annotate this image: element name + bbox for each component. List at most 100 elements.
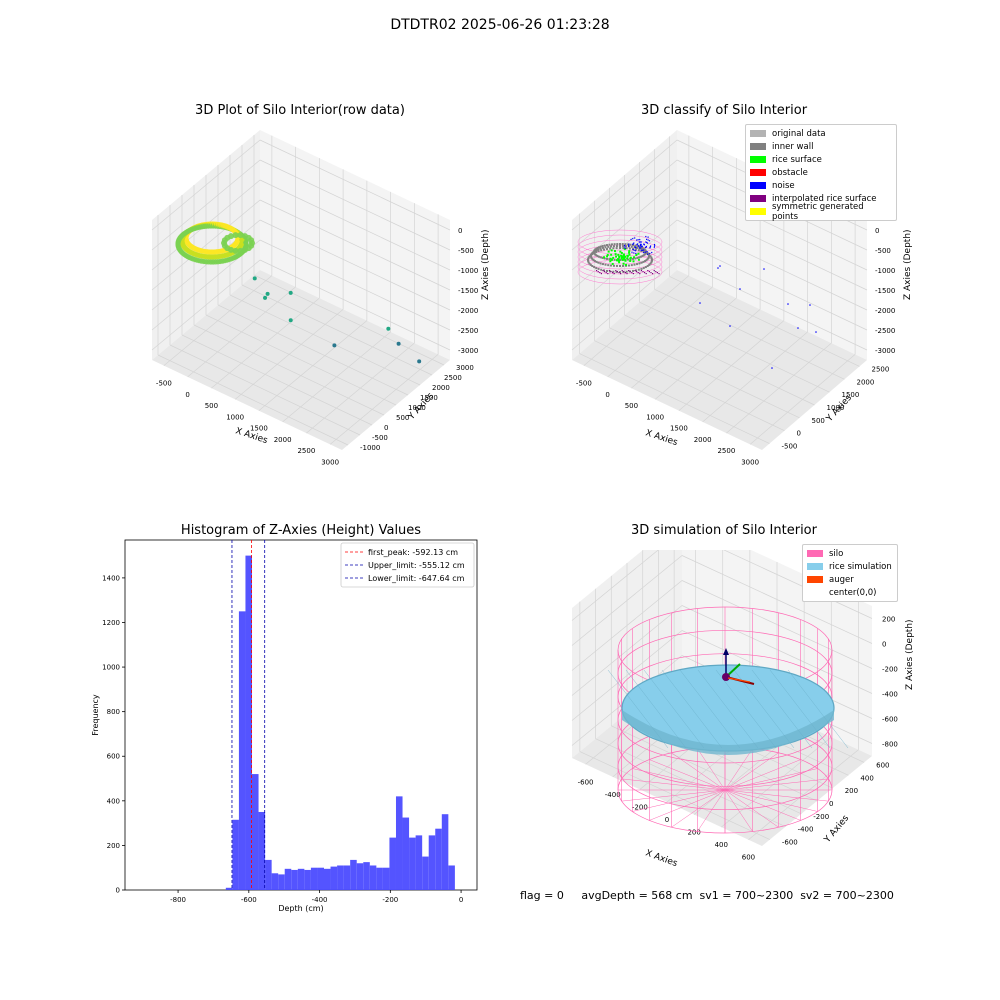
legend-label: center(0,0) [829, 587, 877, 598]
x-tick-label: 2000 [274, 436, 292, 444]
p1-points [175, 221, 422, 364]
inner-wall-point [636, 263, 639, 266]
x-tick-label: 400 [715, 841, 728, 849]
x-tick-label: 600 [742, 854, 755, 862]
noise-point [635, 247, 637, 249]
x-tick-label: 0 [185, 391, 189, 399]
legend-swatch [750, 195, 766, 202]
z-tick-label: -2000 [458, 307, 478, 315]
x-tick-label: 2500 [297, 447, 315, 455]
gridline [571, 580, 683, 671]
rice-surface-point [622, 253, 625, 256]
silo-floor-spoke [724, 768, 818, 791]
inner-wall-point [621, 243, 624, 246]
inner-wall-point [633, 263, 636, 266]
y-tick-label: 1400 [102, 574, 120, 582]
inner-wall-point [596, 247, 599, 249]
y-tick-label: 500 [812, 417, 825, 425]
noise-point [643, 243, 645, 245]
legend-swatch [807, 563, 823, 570]
legend-label: Lower_limit: -647.64 cm [368, 574, 465, 583]
rice-surface-point [628, 251, 631, 254]
inner-wall-point [589, 254, 592, 257]
surface-point [228, 233, 234, 240]
rice-mesh [661, 669, 723, 749]
silo-floor-spoke [649, 759, 726, 791]
interpolated-point [637, 272, 639, 274]
noise-point [771, 367, 773, 369]
noise-point [647, 253, 649, 255]
noise-point [647, 236, 649, 238]
y-tick-label: 1000 [102, 664, 120, 672]
inner-wall-point [630, 245, 633, 248]
gridline [571, 555, 683, 646]
z-tick-label: -200 [882, 666, 898, 674]
inner-wall-point [646, 258, 649, 261]
outlier-point [417, 359, 422, 364]
gridline [579, 353, 770, 444]
interpolated-point [612, 272, 614, 274]
inner-wall-point [605, 248, 608, 251]
rice-surface-point [628, 253, 631, 256]
p1-zlabel: Z Axies (Depth) [481, 229, 491, 300]
legend-item: symmetric generated points [750, 202, 892, 222]
gridline [681, 580, 873, 669]
inner-wall-point [619, 243, 621, 245]
interpolated-point [636, 271, 638, 273]
interpolated-point [613, 273, 615, 275]
interpolated-point [650, 272, 652, 274]
rice-surface-point [622, 258, 625, 261]
inner-wall-point [600, 268, 603, 271]
interpolated-point [607, 273, 609, 275]
silo-floor-spoke [724, 789, 801, 821]
histogram-bar [271, 873, 279, 890]
noise-point [635, 252, 637, 255]
silo-floor-spoke [697, 748, 726, 791]
rice-surface-point [611, 262, 614, 265]
histogram-bar [389, 837, 396, 890]
inner-wall-point [625, 247, 628, 250]
inner-wall-point [587, 256, 590, 259]
y-tick-label: 2500 [872, 365, 890, 373]
legend-label: noise [772, 180, 795, 191]
noise-point [640, 249, 642, 251]
noise-point [628, 244, 630, 246]
legend-label: obstacle [772, 167, 808, 178]
inner-wall-point [588, 255, 591, 258]
silo-floor-spoke [724, 789, 753, 832]
noise-point [649, 246, 651, 248]
noise-point [763, 268, 765, 270]
rice-surface-point [617, 253, 620, 256]
inner-wall-point [649, 262, 652, 265]
histogram-bar [402, 817, 410, 890]
inner-wall-point [622, 245, 625, 248]
histogram-bar [369, 865, 377, 890]
noise-point [638, 247, 641, 249]
noise-point [645, 241, 647, 243]
inner-wall-point [640, 246, 643, 249]
noise-point [639, 239, 641, 241]
noise-point [717, 267, 719, 269]
histogram-bar [395, 796, 403, 890]
inner-wall-point [587, 260, 590, 263]
rice-mesh [607, 669, 669, 749]
interpolated-point [610, 271, 612, 273]
inner-wall-point [604, 246, 607, 249]
rice-surface-point [621, 258, 624, 261]
y-tick-label: 800 [107, 708, 120, 716]
simulation-legend: silo rice simulation auger center(0,0) [802, 544, 898, 602]
status-footer: flag = 0 avgDepth = 568 cm sv1 = 700~230… [520, 889, 894, 902]
outlier-point [252, 276, 257, 281]
figure-title: DTDTR02 2025-06-26 01:23:28 [390, 17, 610, 33]
histogram-bar [258, 811, 266, 890]
histogram-bar [435, 828, 442, 890]
rice-mesh [643, 669, 705, 749]
legend-swatch [750, 156, 766, 163]
silo-floor-spoke [671, 752, 726, 791]
histogram-bar [238, 611, 246, 890]
x-tick-label: 0 [459, 896, 463, 904]
inner-wall-point [627, 258, 630, 261]
inner-wall-point [587, 259, 589, 261]
inner-wall-point [619, 247, 621, 249]
inner-wall-point [628, 247, 631, 250]
